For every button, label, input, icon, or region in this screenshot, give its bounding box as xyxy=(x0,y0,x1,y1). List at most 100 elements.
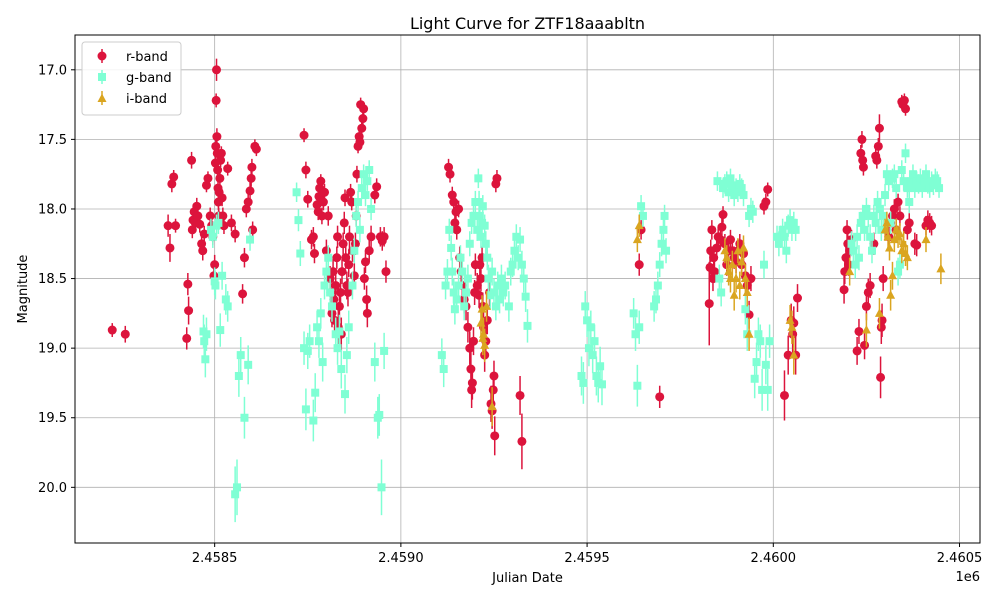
g-band-point xyxy=(754,330,763,339)
i-band-point xyxy=(902,252,912,262)
g-band-point xyxy=(583,316,592,325)
g-band-point xyxy=(305,337,314,346)
r-band-point xyxy=(490,431,500,441)
i-band-point xyxy=(733,245,743,255)
g-band-point xyxy=(629,309,638,318)
x-axis-offset-label: 1e6 xyxy=(955,570,980,585)
g-band-point xyxy=(879,211,888,220)
r-band-point xyxy=(844,260,854,270)
i-band-point xyxy=(787,322,797,331)
g-band-point xyxy=(596,362,605,371)
g-band-point xyxy=(886,218,895,227)
g-band-point xyxy=(314,337,323,346)
r-band-point xyxy=(120,329,130,339)
g-band-point xyxy=(475,211,484,220)
g-band-point xyxy=(873,198,882,207)
r-band-point xyxy=(239,253,249,263)
g-band-point xyxy=(327,302,336,311)
r-band-point xyxy=(515,390,525,400)
r-band-point xyxy=(346,187,356,197)
r-band-point xyxy=(704,299,714,309)
r-band-point xyxy=(320,187,330,197)
g-band-point xyxy=(244,360,253,369)
g-band-point xyxy=(233,483,242,492)
r-band-point xyxy=(238,289,248,299)
g-band-point xyxy=(856,218,865,227)
r-band-point xyxy=(355,137,365,147)
i-band-point xyxy=(735,280,745,290)
r-band-point xyxy=(163,221,173,231)
r-band-point xyxy=(761,197,771,207)
g-band-point xyxy=(475,198,484,207)
r-band-point xyxy=(337,267,347,277)
g-band-point xyxy=(750,374,759,383)
r-band-point xyxy=(889,204,899,214)
g-band-point xyxy=(761,360,770,369)
g-band-point xyxy=(316,309,325,318)
g-band-point xyxy=(523,321,532,330)
i-band-point xyxy=(739,242,749,252)
g-band-point xyxy=(476,232,485,241)
g-band-point xyxy=(899,177,908,186)
r-band-point xyxy=(331,281,341,291)
r-band-point xyxy=(517,436,527,446)
g-band-point xyxy=(501,281,510,290)
r-band-point xyxy=(708,274,718,284)
r-band-point xyxy=(246,173,256,183)
r-band-point xyxy=(857,134,867,144)
x-tick-label: 2.4605 xyxy=(937,551,983,566)
r-band-point xyxy=(199,229,209,239)
r-band-point xyxy=(338,239,348,249)
g-band-point xyxy=(488,267,497,276)
g-band-point xyxy=(441,281,450,290)
g-band-point xyxy=(778,225,787,234)
r-band-point xyxy=(381,267,391,277)
g-band-point xyxy=(313,323,322,332)
g-band-point xyxy=(739,191,748,200)
r-band-point xyxy=(454,204,464,214)
g-band-point xyxy=(748,207,757,216)
r-band-point xyxy=(467,378,477,388)
g-band-point xyxy=(651,295,660,304)
g-band-point xyxy=(439,365,448,374)
legend: r-band g-band i-band xyxy=(81,41,182,116)
r-band-point xyxy=(839,285,849,295)
i-band-point xyxy=(895,229,905,238)
legend-label-i-band: i-band xyxy=(126,92,167,107)
r-band-point xyxy=(655,392,665,402)
i-band-point xyxy=(477,304,487,313)
r-band-point xyxy=(842,225,852,235)
r-band-point xyxy=(340,193,350,203)
r-band-point xyxy=(492,173,502,183)
r-band-point xyxy=(333,232,343,242)
r-band-point xyxy=(323,211,333,221)
g-band-point xyxy=(851,260,860,269)
g-band-point xyxy=(638,211,647,220)
g-band-point xyxy=(890,170,899,179)
g-band-point xyxy=(871,218,880,227)
g-band-point xyxy=(450,305,459,314)
g-band-point xyxy=(588,351,597,360)
g-band-point xyxy=(590,337,599,346)
r-band-point xyxy=(357,123,367,133)
r-band-point xyxy=(852,346,862,356)
g-band-point xyxy=(933,177,942,186)
r-band-point xyxy=(379,232,389,242)
g-band-point xyxy=(443,267,452,276)
g-band-point xyxy=(357,184,366,193)
r-band-point xyxy=(899,95,909,105)
g-band-point xyxy=(592,371,601,380)
i-band-point xyxy=(479,329,489,338)
g-band-point xyxy=(458,267,467,276)
g-band-point xyxy=(897,166,906,175)
r-band-point xyxy=(195,219,205,229)
g-band-point xyxy=(380,346,389,355)
g-band-point xyxy=(354,198,363,207)
g-band-point xyxy=(631,330,640,339)
g-band-point xyxy=(202,330,211,339)
i-band-point xyxy=(882,217,892,227)
r-band-point xyxy=(793,293,803,303)
g-band-point xyxy=(584,344,593,353)
g-band-point xyxy=(201,355,210,364)
